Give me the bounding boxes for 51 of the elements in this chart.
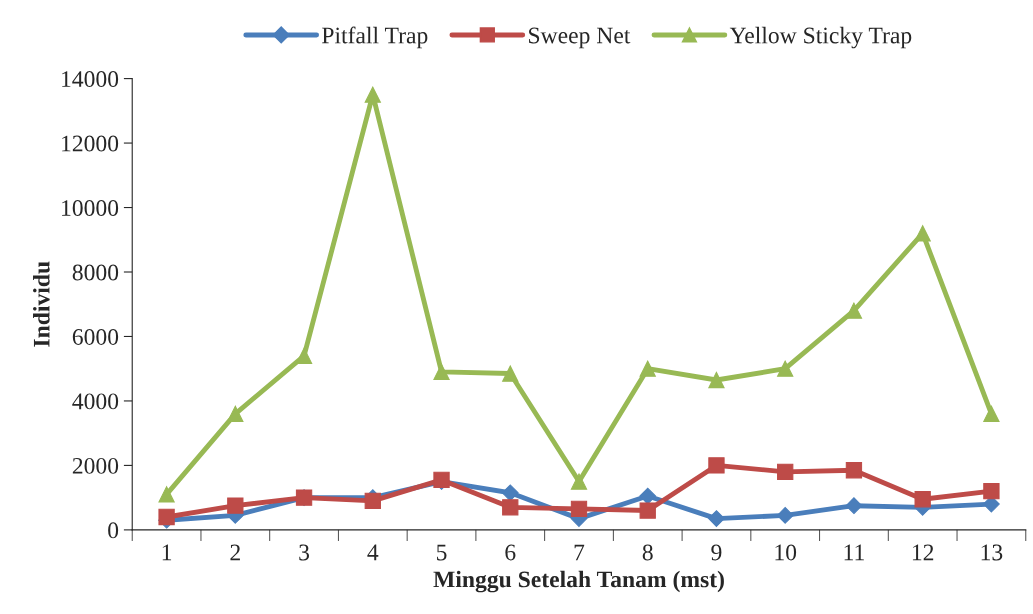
point bbox=[777, 360, 794, 377]
point bbox=[433, 363, 450, 381]
point bbox=[639, 487, 657, 505]
point bbox=[983, 405, 1000, 422]
point bbox=[708, 510, 725, 527]
point bbox=[845, 462, 863, 479]
x-tick-label: 7 bbox=[574, 544, 585, 561]
point bbox=[639, 502, 656, 519]
y-tick-label: 14000 bbox=[62, 71, 119, 88]
x-tick-label: 13 bbox=[981, 544, 1003, 561]
x-tick-label: 5 bbox=[437, 544, 447, 561]
point bbox=[501, 484, 519, 502]
y-tick-label: 6000 bbox=[72, 328, 119, 345]
point bbox=[502, 499, 519, 516]
legend-label: Yellow Sticky Trap bbox=[729, 26, 912, 49]
y-tick-label: 0 bbox=[108, 522, 119, 539]
x-tick-label: 4 bbox=[367, 544, 379, 561]
point bbox=[570, 500, 588, 518]
point bbox=[227, 497, 244, 514]
point bbox=[639, 360, 656, 377]
y-tick-label: 10000 bbox=[62, 200, 119, 216]
point bbox=[158, 486, 175, 503]
point bbox=[983, 483, 1000, 500]
point bbox=[914, 491, 931, 508]
y-tick-label: 12000 bbox=[62, 135, 119, 152]
point bbox=[364, 86, 381, 103]
x-tick-label: 9 bbox=[711, 544, 722, 561]
x-axis-title: Minggu Setelah Tanam (mst) bbox=[433, 570, 724, 593]
y-tick-label: 4000 bbox=[72, 393, 119, 410]
point bbox=[708, 371, 725, 389]
point bbox=[845, 497, 863, 515]
x-tick-label: 2 bbox=[230, 544, 240, 561]
point bbox=[227, 405, 244, 422]
x-tick-label: 11 bbox=[844, 544, 864, 561]
point bbox=[570, 473, 588, 490]
y-tick-label: 8000 bbox=[72, 264, 119, 281]
point bbox=[502, 365, 519, 382]
y-tick-label: 2000 bbox=[72, 457, 119, 474]
x-tick-label: 6 bbox=[505, 544, 516, 561]
legend-label: Pitfall Trap bbox=[322, 26, 428, 49]
x-tick-label: 8 bbox=[642, 544, 653, 561]
x-tick-label: 10 bbox=[775, 544, 797, 561]
point bbox=[708, 457, 725, 474]
y-axis-title: Individu bbox=[33, 261, 50, 347]
point bbox=[777, 463, 794, 481]
x-tick-label: 3 bbox=[299, 544, 310, 561]
point bbox=[776, 507, 794, 524]
legend-label: Sweep Net bbox=[529, 27, 631, 49]
x-tick-label: 12 bbox=[912, 544, 934, 561]
x-tick-label: 1 bbox=[162, 544, 172, 561]
point bbox=[914, 225, 931, 242]
